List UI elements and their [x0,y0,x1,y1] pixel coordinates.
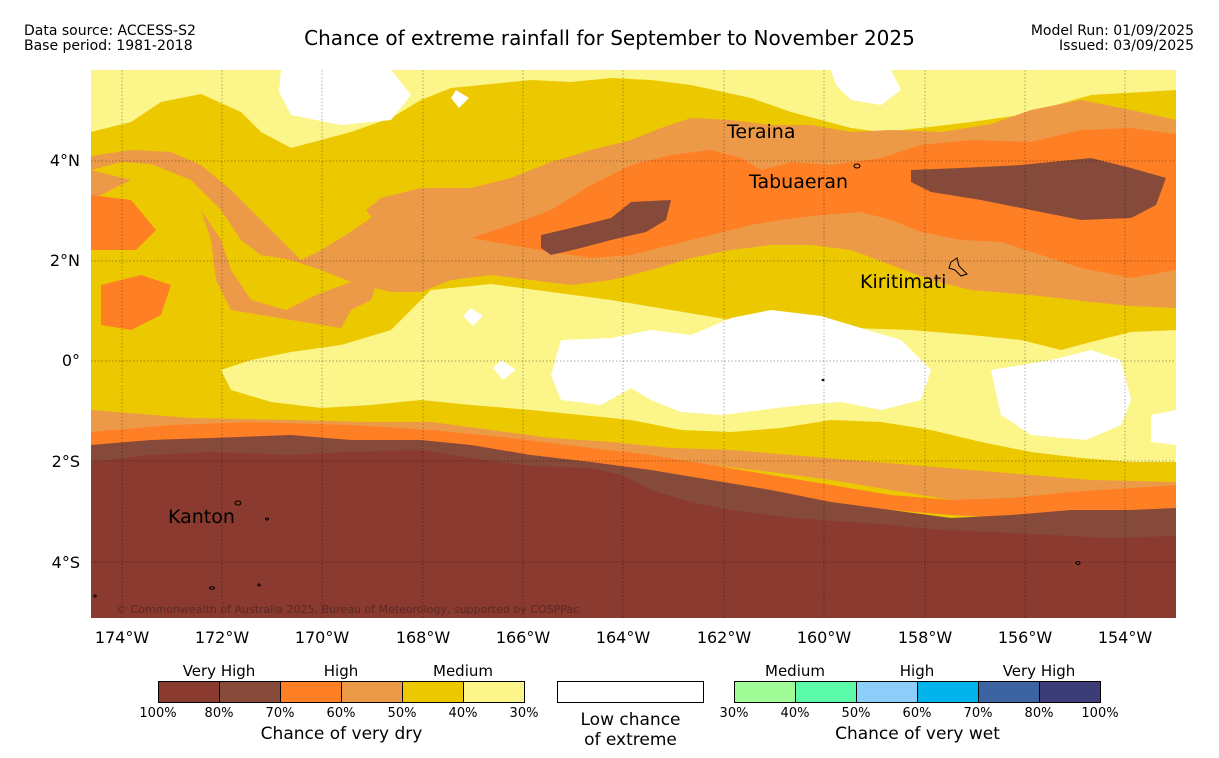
zone-dry-70-60-west-1 [91,195,156,250]
island-kanton [234,500,242,506]
legend-dry-swatch-40-30 [463,681,525,703]
legend-low-line-2: of extreme [584,730,677,750]
legend-wet-caption: Chance of very wet [835,724,1000,744]
legend-dry-category-high: High [323,662,359,680]
map-canvas [91,70,1176,618]
island-kiritimati [948,257,968,277]
zone-dry-70-60-north [471,128,1176,278]
legend-wet-swatch-50-60 [856,681,918,703]
legend-dry-swatch-100-80 [158,681,220,703]
legend-dry-tick: 40% [448,706,478,721]
zone-dry-80-70-patch-2 [911,158,1166,220]
lon-label-172w: 172°W [194,628,250,647]
legend-dry-category-very-high: Very High [182,662,256,680]
lat-label-2s: 2°S [51,452,80,471]
zone-low-north-1 [279,70,411,125]
zone-dry-80-70-patch-1 [541,200,671,255]
zone-dry-70-60-west-2 [101,275,171,330]
island-small-4 [1075,561,1081,565]
legend-dry-swatch-50-40 [402,681,464,703]
island-small-3 [257,583,261,587]
place-label-kanton: Kanton [168,506,235,528]
place-label-tabuaeran: Tabuaeran [749,171,849,193]
legend-dry-category-medium: Medium [433,662,493,680]
legend-wet-tick: 60% [902,706,932,721]
lon-label-168w: 168°W [395,628,451,647]
legend-dry-tick: 70% [265,706,295,721]
legend-low-swatch [557,681,704,703]
legend-wet-swatch-70-80 [978,681,1040,703]
lon-label-154w: 154°W [1097,628,1153,647]
legend-wet-swatch-40-50 [795,681,857,703]
legend-dry-tick: 60% [326,706,356,721]
zone-low-north-2 [831,70,901,105]
lon-label-170w: 170°W [294,628,350,647]
island-tabuaeran [853,163,861,169]
lon-label-164w: 164°W [595,628,651,647]
legend-wet-swatch-30-40 [734,681,796,703]
zone-dry-100-80-south [91,450,1176,618]
legend-dry-tick: 100% [139,706,177,721]
island-small-6 [821,378,825,382]
issued-text: Issued: 03/09/2025 [1059,38,1194,54]
place-label-kiritimati: Kiritimati [860,271,947,293]
zone-low-north-3 [451,90,469,108]
model-run-text: Model Run: 01/09/2025 [1030,23,1194,39]
lon-label-158w: 158°W [897,628,953,647]
legend-wet-tick: 30% [719,706,749,721]
grid-lines [91,70,1176,618]
legend-wet-tick: 80% [1024,706,1054,721]
legend-dry-tick: 30% [509,706,539,721]
copyright-text: © Commonwealth of Australia 2025, Bureau… [116,603,580,616]
zone-dry-60-50-south [91,410,1176,515]
zone-low-equator-central [551,310,931,415]
zone-low-equator-east [991,350,1131,440]
rainfall-map [91,70,1176,618]
island-small-1 [265,517,269,521]
zone-low-small-1 [493,360,516,380]
legend-wet-category-very-high: Very High [1002,662,1076,680]
island-small-5 [93,594,97,598]
lat-label-4s: 4°S [51,553,80,572]
header-meta-left: Data source: ACCESS-S2 Base period: 1981… [24,24,196,54]
lon-label-162w: 162°W [696,628,752,647]
lon-label-160w: 160°W [796,628,852,647]
lat-label-0: 0° [61,351,80,370]
legend-dry-swatch-60-50 [341,681,403,703]
base-period-text: Base period: 1981-2018 [24,38,193,54]
lon-label-156w: 156°W [997,628,1053,647]
legend-wet-swatch-80-100 [1039,681,1101,703]
zone-low-equator-east-edge [1151,410,1176,445]
legend-wet-category-medium: Medium [765,662,825,680]
legend-dry-swatch-70-60 [280,681,342,703]
zone-dry-60-50-west [91,170,376,328]
legend-wet-tick: 50% [841,706,871,721]
legend-low-line-1: Low chance [580,710,681,730]
legend-wet-tick: 100% [1081,706,1119,721]
legend-low-caption: Low chance of extreme [557,710,704,750]
header-meta-right: Model Run: 01/09/2025 Issued: 03/09/2025 [1031,24,1194,54]
island-small-2 [209,586,215,590]
legend-dry-caption: Chance of very dry [260,724,423,744]
lon-label-174w: 174°W [94,628,150,647]
legend-wet-swatch-60-70 [917,681,979,703]
zone-low-small-2 [463,308,483,326]
lon-label-166w: 166°W [495,628,551,647]
island-outlines [93,163,1081,598]
page-title: Chance of extreme rainfall for September… [304,26,915,50]
legend-dry-swatch-80-70 [219,681,281,703]
legend-dry-tick: 50% [387,706,417,721]
lat-label-2n: 2°N [49,251,80,270]
data-source-text: Data source: ACCESS-S2 [24,23,196,39]
legend-wet-category-high: High [899,662,935,680]
legend-dry-tick: 80% [204,706,234,721]
lat-label-4n: 4°N [49,151,80,170]
legend-wet-tick: 40% [780,706,810,721]
place-label-teraina: Teraina [727,121,796,143]
legend-wet-tick: 70% [963,706,993,721]
